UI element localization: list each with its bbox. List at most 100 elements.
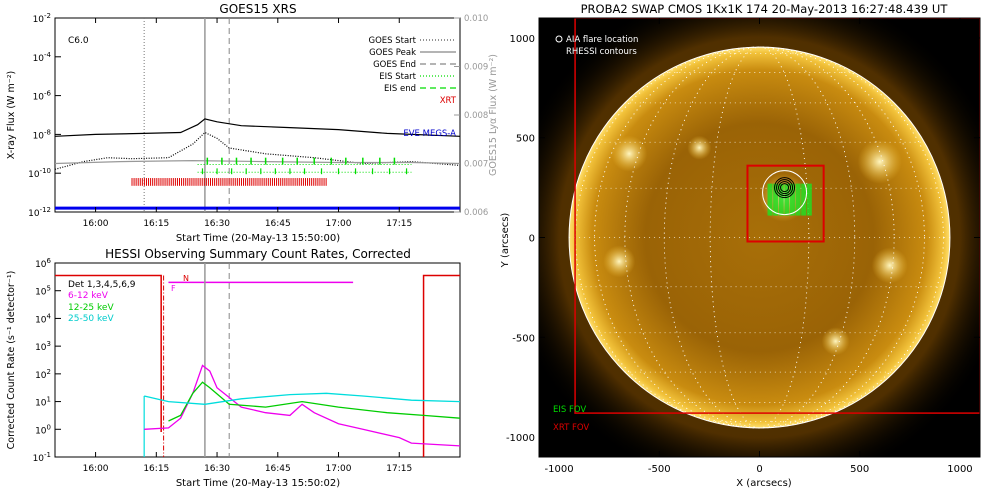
eis-slit	[789, 183, 795, 216]
swap-legend-label: AIA flare location	[566, 35, 638, 45]
swap-image	[539, 18, 980, 457]
hessi-legend-label: Det 1,3,4,5,6,9	[68, 280, 136, 290]
legend-black-circle-icon	[555, 47, 563, 55]
rhessi-contour	[776, 179, 794, 197]
active-region	[687, 135, 712, 160]
hessi-y-tick-exponent: 5	[47, 285, 51, 293]
swap-x-label: X (arcsecs)	[736, 478, 792, 489]
goes-legend-label: GOES End	[373, 60, 416, 70]
goes-y2-label: GOES15 Lyα Flux (W m⁻²)	[488, 54, 499, 176]
goes-x-tick-label: 16:30	[204, 219, 230, 229]
hessi-y-tick-label: 100	[35, 423, 51, 436]
goes-x-label: Start Time (20-May-13 15:50:00)	[176, 233, 340, 244]
hessi-panel: HESSI Observing Summary Count Rates, Cor…	[6, 247, 461, 489]
goes-y2-tick-label: 0.007	[464, 160, 488, 170]
swap-x-ticks: -1000 -500 0 500 1000	[545, 18, 973, 475]
hessi-y-tick-exponent: 1	[47, 396, 51, 404]
longitude-line	[663, 46, 856, 429]
hessi-y-label: Corrected Count Rate (s⁻¹ detector⁻¹)	[6, 271, 17, 450]
hessi-x-tick-label: 16:45	[265, 464, 291, 474]
goes-y-tick-exponent: -6	[44, 90, 52, 98]
hessi-legend-label: 6-12 keV	[68, 291, 109, 301]
xrt-flare-box	[746, 164, 825, 243]
goes-series-short	[54, 131, 461, 170]
goes-y-tick-label: 10-4	[33, 51, 52, 64]
hessi-y-tick-exponent: 3	[47, 340, 51, 348]
xrt-fov-label: XRT FOV	[553, 423, 589, 433]
active-region	[611, 135, 648, 172]
swap-x-tick-label: -1000	[545, 464, 574, 475]
goes-y2-tick-label: 0.006	[464, 208, 488, 218]
hessi-night-line-right	[422, 274, 460, 457]
hessi-x-tick-label: 16:30	[204, 464, 230, 474]
longitude-line	[575, 46, 944, 429]
goes-y-label: X-ray Flux (W m⁻²)	[6, 71, 17, 160]
goes-legend: GOES Start GOES Peak GOES End EIS Start EIS …	[368, 36, 456, 139]
rhessi-contour	[778, 181, 792, 195]
goes-y-tick-exponent: -4	[44, 51, 52, 59]
eis-slit	[801, 183, 807, 216]
hessi-x-label: Start Time (20-May-13 15:50:02)	[176, 478, 340, 489]
hessi-night-line-left	[55, 274, 162, 433]
goes-title: GOES15 XRS	[219, 2, 296, 16]
hessi-plot-frame	[54, 262, 461, 458]
eis-slit	[767, 183, 773, 216]
goes-legend-label: EVE MEGS-A	[403, 129, 456, 139]
goes-x-tick-label: 17:00	[326, 219, 352, 229]
longitude-line	[624, 46, 895, 429]
fov-overlays	[574, 18, 980, 414]
goes-flare-class: C6.0	[68, 36, 89, 46]
hessi-y-tick-label: 104	[35, 312, 51, 325]
hessi-series-25-50	[144, 392, 461, 405]
hessi-flag-f: F	[171, 284, 176, 293]
heliographic-grid	[569, 46, 950, 429]
hessi-y-tick-exponent: 6	[47, 257, 52, 265]
goes-y-tick-exponent: -2	[44, 12, 51, 20]
hessi-x-tick-label: 16:15	[143, 464, 169, 474]
eis-slit	[806, 183, 812, 216]
hessi-legend-label: 12-25 keV	[68, 303, 114, 313]
goes-y-tick-label: 10-10	[28, 167, 51, 180]
goes-x-ticks: 16:00 16:15 16:30 16:45 17:00 17:15	[83, 18, 412, 229]
hessi-x-ticks: 16:00 16:15 16:30 16:45 17:00 17:15	[83, 452, 412, 474]
xrt-fov-box	[574, 18, 980, 414]
hessi-y-tick-exponent: -1	[44, 451, 51, 459]
rhessi-contour	[780, 183, 790, 193]
goes-legend-label: GOES Start	[368, 36, 416, 46]
hessi-y-tick-label: 105	[35, 285, 51, 298]
swap-x-tick-label: -500	[648, 464, 671, 475]
swap-legend-label: RHESSI contours	[566, 47, 637, 57]
active-region	[821, 327, 850, 356]
goes-y-tick-exponent: -8	[44, 128, 51, 136]
goes-x-tick-label: 16:45	[265, 219, 291, 229]
goes-x-tick-label: 16:15	[143, 219, 169, 229]
goes-series-long	[54, 118, 461, 137]
hessi-y-tick-label: 102	[35, 368, 51, 381]
active-region	[603, 245, 636, 278]
goes-y-tick-label: 10-8	[33, 128, 51, 141]
hessi-legend-label: 25-50 keV	[68, 314, 114, 324]
swap-y-tick-label: 500	[516, 134, 535, 145]
hessi-y-tick-label: 101	[35, 396, 51, 409]
goes-y-tick-label: 10-12	[28, 206, 51, 219]
eis-fov-label: EIS FOV	[553, 405, 586, 415]
eis-slit	[784, 183, 790, 216]
active-region	[871, 247, 908, 284]
hessi-y-tick-exponent: 2	[47, 368, 51, 376]
swap-x-tick-label: 1000	[947, 464, 972, 475]
goes-y-tick-exponent: -12	[40, 206, 51, 214]
eis-slit	[773, 183, 779, 216]
hessi-x-tick-label: 16:00	[83, 464, 109, 474]
goes-legend-label: XRT	[440, 96, 457, 106]
active-region	[857, 139, 902, 184]
hessi-flag-n: N	[183, 274, 189, 283]
hessi-x-tick-label: 17:15	[386, 464, 412, 474]
goes-legend-label: GOES Peak	[369, 48, 416, 58]
swap-x-tick-label: 0	[756, 464, 762, 475]
goes-legend-label: EIS Start	[379, 72, 416, 82]
longitude-line	[594, 46, 925, 429]
swap-x-tick-label: 500	[850, 464, 869, 475]
swap-legend: AIA flare location RHESSI contours	[555, 35, 638, 57]
swap-y-label: Y (arcsecs)	[500, 213, 511, 269]
